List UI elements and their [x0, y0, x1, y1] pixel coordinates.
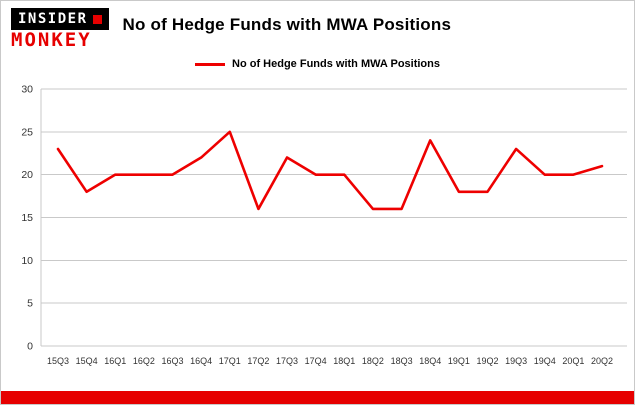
- line-chart: 0 5 10 15 20 25 30 15Q3 15Q4 16Q1 16Q2 16Q3 16Q4 17Q1…: [21, 84, 627, 366]
- legend-line-swatch: [195, 62, 226, 66]
- svg-text:20Q1: 20Q1: [562, 356, 584, 366]
- logo-insider-row: INSIDER: [11, 8, 109, 30]
- svg-text:0: 0: [27, 341, 33, 353]
- svg-text:19Q2: 19Q2: [476, 356, 498, 366]
- header: INSIDER MONKEY No of Hedge Funds with MW…: [11, 8, 451, 51]
- svg-text:17Q3: 17Q3: [276, 356, 298, 366]
- logo-insider-text: INSIDER: [18, 11, 88, 27]
- svg-text:17Q1: 17Q1: [219, 356, 241, 366]
- svg-text:16Q3: 16Q3: [162, 356, 184, 366]
- svg-text:18Q1: 18Q1: [333, 356, 355, 366]
- svg-text:15Q4: 15Q4: [76, 356, 98, 366]
- logo-red-square-icon: [92, 14, 102, 24]
- svg-text:16Q4: 16Q4: [190, 356, 212, 366]
- svg-text:16Q2: 16Q2: [133, 356, 155, 366]
- svg-text:25: 25: [21, 126, 33, 138]
- chart-legend: No of Hedge Funds with MWA Positions: [1, 58, 634, 70]
- svg-text:18Q4: 18Q4: [419, 356, 441, 366]
- insider-monkey-logo: INSIDER MONKEY: [11, 8, 109, 51]
- svg-text:18Q2: 18Q2: [362, 356, 384, 366]
- svg-text:30: 30: [21, 84, 33, 96]
- svg-text:5: 5: [27, 298, 33, 310]
- page-title: No of Hedge Funds with MWA Positions: [122, 15, 452, 34]
- svg-text:18Q3: 18Q3: [391, 356, 413, 366]
- svg-text:19Q3: 19Q3: [505, 356, 527, 366]
- svg-text:10: 10: [21, 255, 33, 267]
- svg-text:17Q2: 17Q2: [247, 356, 269, 366]
- svg-text:19Q1: 19Q1: [448, 356, 470, 366]
- svg-text:15Q3: 15Q3: [47, 356, 69, 366]
- svg-text:16Q1: 16Q1: [104, 356, 126, 366]
- legend-label: No of Hedge Funds with MWA Positions: [232, 58, 440, 70]
- svg-text:20: 20: [21, 169, 33, 181]
- svg-text:15: 15: [21, 212, 33, 224]
- svg-text:19Q4: 19Q4: [534, 356, 556, 366]
- logo-monkey-text: MONKEY: [11, 29, 92, 51]
- footer-red-bar: [1, 391, 634, 404]
- svg-text:17Q4: 17Q4: [305, 356, 327, 366]
- svg-text:20Q2: 20Q2: [591, 356, 613, 366]
